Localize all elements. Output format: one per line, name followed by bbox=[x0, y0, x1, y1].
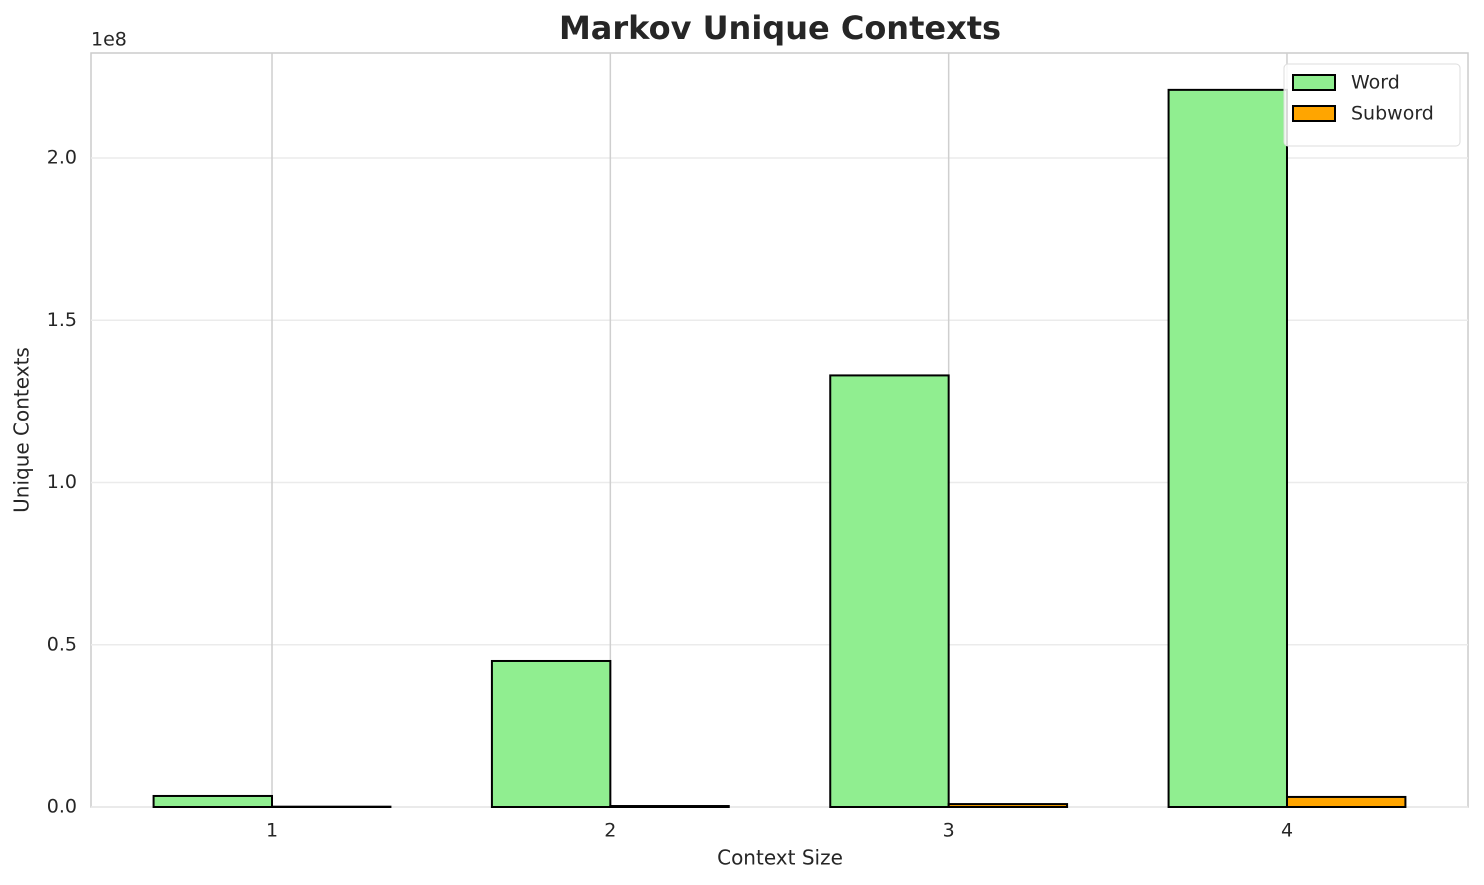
y-tick-label: 2.0 bbox=[47, 147, 77, 169]
bar bbox=[829, 374, 950, 808]
legend-swatch bbox=[1292, 105, 1336, 122]
y-tick-label: 0.5 bbox=[47, 633, 77, 655]
y-tick-label: 1.5 bbox=[47, 309, 77, 331]
legend-label: Subword bbox=[1351, 103, 1434, 125]
bar bbox=[947, 803, 1069, 808]
chart-title: Markov Unique Contexts bbox=[559, 9, 1001, 47]
x-tick-label: 4 bbox=[1281, 820, 1293, 842]
bar bbox=[1167, 88, 1288, 809]
x-tick-label: 2 bbox=[604, 820, 616, 842]
y-offset-label: 1e8 bbox=[91, 29, 127, 51]
bar bbox=[490, 659, 612, 808]
x-tick-label: 3 bbox=[943, 820, 955, 842]
legend-swatch bbox=[1292, 74, 1336, 91]
legend-label: Word bbox=[1351, 72, 1400, 94]
y-tick-label: 0.0 bbox=[47, 796, 77, 818]
bar bbox=[609, 805, 730, 808]
bar bbox=[1285, 795, 1407, 809]
bar bbox=[152, 794, 274, 808]
x-axis-label: Context Size bbox=[717, 846, 843, 870]
y-axis-label: Unique Contexts bbox=[10, 347, 34, 513]
y-tick-label: 1.0 bbox=[47, 471, 77, 493]
x-tick-label: 1 bbox=[266, 820, 278, 842]
